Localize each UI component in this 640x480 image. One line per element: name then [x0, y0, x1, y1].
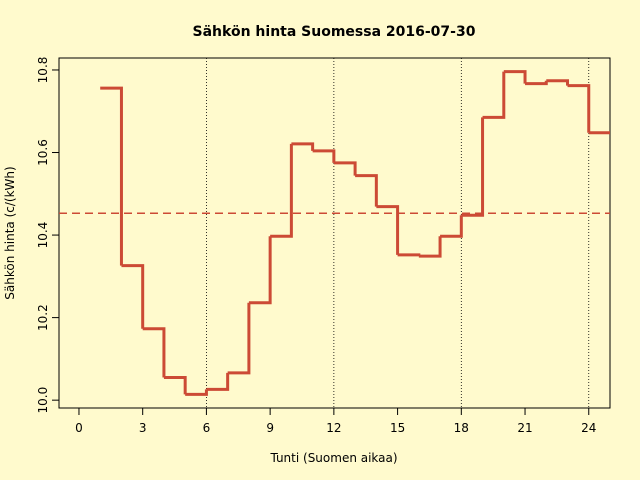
step-segment: [100, 86, 123, 266]
step-segment: [185, 389, 208, 396]
x-tick-label: 15: [390, 421, 405, 435]
y-tick-label: 10.2: [36, 304, 50, 331]
y-tick-label: 10.8: [36, 57, 50, 84]
x-tick-label: 9: [266, 421, 274, 435]
step-segment: [355, 174, 378, 207]
step-segment: [333, 161, 357, 176]
step-segment: [546, 79, 570, 86]
step-segment: [163, 375, 187, 395]
x-axis-label: Tunti (Suomen aikaa): [269, 451, 397, 465]
y-tick-label: 10.6: [36, 139, 50, 166]
x-tick-label: 3: [139, 421, 147, 435]
step-segment: [270, 143, 293, 238]
chart-title: Sähkön hinta Suomessa 2016-07-30: [193, 24, 476, 40]
step-segment: [227, 302, 251, 375]
step-segment: [206, 372, 230, 391]
plot-frame: [58, 57, 611, 409]
step-segment: [312, 149, 336, 163]
x-tick-label: 12: [326, 421, 341, 435]
x-tick-label: 24: [581, 421, 596, 435]
step-segment: [121, 264, 145, 329]
step-segment: [418, 236, 442, 258]
y-tick-label: 10.4: [36, 222, 50, 249]
y-tick-label: 10.0: [36, 387, 50, 414]
step-segment: [142, 327, 166, 378]
step-segment: [397, 253, 421, 257]
step-segment: [503, 70, 527, 84]
step-segment: [461, 117, 485, 217]
step-segment: [567, 84, 591, 133]
y-axis-label: Sähkön hinta (c/(kWh): [3, 166, 17, 299]
x-tick-label: 18: [454, 421, 469, 435]
step-segment: [248, 236, 272, 305]
step-segment: [482, 71, 506, 119]
x-tick-label: 21: [517, 421, 532, 435]
x-tick-label: 0: [75, 421, 83, 435]
step-segment: [440, 215, 463, 238]
x-tick-label: 6: [203, 421, 211, 435]
step-segment: [291, 142, 315, 151]
step-segment: [376, 205, 400, 255]
